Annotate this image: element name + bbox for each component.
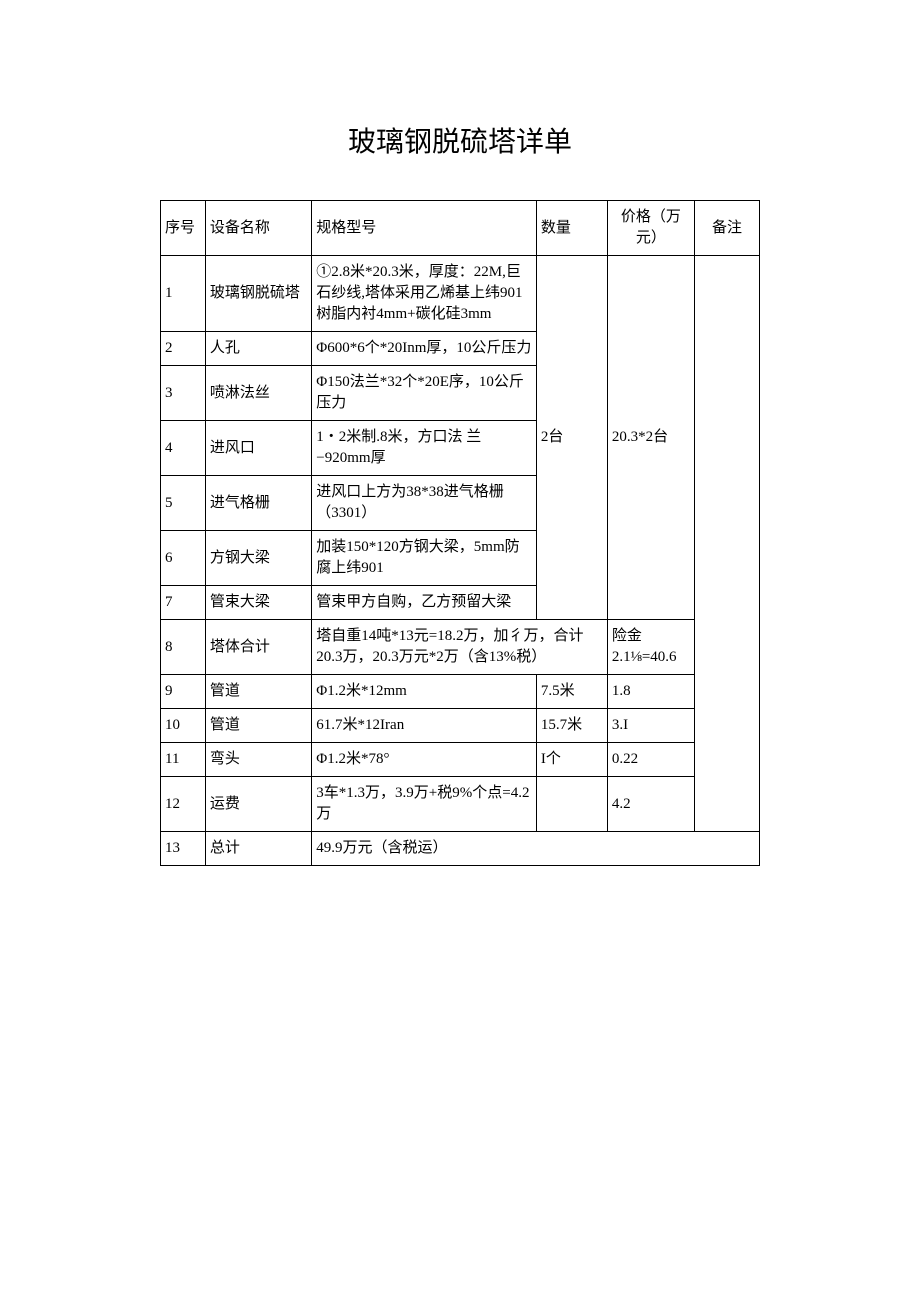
header-spec: 规格型号 [312, 201, 537, 256]
cell-name: 人孔 [205, 332, 311, 366]
cell-spec: 管束甲方自购，乙方预留大梁 [312, 586, 537, 620]
cell-name: 管道 [205, 709, 311, 743]
cell-price: 0.22 [607, 743, 694, 777]
cell-name: 进气格栅 [205, 476, 311, 531]
cell-name: 塔体合计 [205, 620, 311, 675]
cell-seq: 10 [161, 709, 206, 743]
cell-qty-merged: 2台 [536, 256, 607, 620]
cell-seq: 13 [161, 832, 206, 866]
cell-name: 总计 [205, 832, 311, 866]
cell-seq: 2 [161, 332, 206, 366]
equipment-table: 序号 设备名称 规格型号 数量 价格（万元） 备注 1 玻璃钢脱硫塔 ①2.8米… [160, 200, 760, 866]
cell-spec: 3车*1.3万，3.9万+税9%个点=4.2万 [312, 777, 537, 832]
cell-price-merged: 20.3*2台 [607, 256, 694, 620]
header-name: 设备名称 [205, 201, 311, 256]
cell-name: 运费 [205, 777, 311, 832]
document-title: 玻璃钢脱硫塔详单 [160, 120, 760, 160]
table-row: 1 玻璃钢脱硫塔 ①2.8米*20.3米，厚度：22M,巨石纱线,塔体采用乙烯基… [161, 256, 760, 332]
cell-name: 方钢大梁 [205, 531, 311, 586]
cell-spec: Φ1.2米*78° [312, 743, 537, 777]
cell-seq: 6 [161, 531, 206, 586]
cell-price: 1.8 [607, 675, 694, 709]
cell-seq: 11 [161, 743, 206, 777]
cell-spec: 49.9万元（含税运） [312, 832, 760, 866]
cell-qty: I个 [536, 743, 607, 777]
cell-name: 弯头 [205, 743, 311, 777]
cell-qty: 7.5米 [536, 675, 607, 709]
cell-spec: 塔自重14吨*13元=18.2万，加彳万，合计20.3万，20.3万元*2万（含… [312, 620, 608, 675]
cell-seq: 9 [161, 675, 206, 709]
cell-seq: 5 [161, 476, 206, 531]
cell-spec: Φ600*6个*20Inm厚，10公斤压力 [312, 332, 537, 366]
cell-spec: 61.7米*12Iran [312, 709, 537, 743]
cell-name: 玻璃钢脱硫塔 [205, 256, 311, 332]
header-note: 备注 [694, 201, 759, 256]
table-header-row: 序号 设备名称 规格型号 数量 价格（万元） 备注 [161, 201, 760, 256]
cell-price: 3.I [607, 709, 694, 743]
cell-qty: 15.7米 [536, 709, 607, 743]
table-row: 11 弯头 Φ1.2米*78° I个 0.22 [161, 743, 760, 777]
header-seq: 序号 [161, 201, 206, 256]
table-row: 12 运费 3车*1.3万，3.9万+税9%个点=4.2万 4.2 [161, 777, 760, 832]
table-row: 9 管道 Φ1.2米*12mm 7.5米 1.8 [161, 675, 760, 709]
header-price: 价格（万元） [607, 201, 694, 256]
cell-spec: Φ150法兰*32个*20E序，10公斤压力 [312, 366, 537, 421]
cell-name: 管道 [205, 675, 311, 709]
cell-spec: 1・2米制.8米，方口法 兰−920mm厚 [312, 421, 537, 476]
cell-seq: 4 [161, 421, 206, 476]
table-row: 10 管道 61.7米*12Iran 15.7米 3.I [161, 709, 760, 743]
cell-seq: 12 [161, 777, 206, 832]
table-row: 13 总计 49.9万元（含税运） [161, 832, 760, 866]
cell-price: 险金2.1⅛=40.6 [607, 620, 694, 675]
cell-name: 进风口 [205, 421, 311, 476]
cell-name: 管束大梁 [205, 586, 311, 620]
cell-spec: 进风口上方为38*38进气格栅（3301） [312, 476, 537, 531]
table-row: 8 塔体合计 塔自重14吨*13元=18.2万，加彳万，合计20.3万，20.3… [161, 620, 760, 675]
cell-spec: ①2.8米*20.3米，厚度：22M,巨石纱线,塔体采用乙烯基上纬901树脂内衬… [312, 256, 537, 332]
cell-name: 喷淋法丝 [205, 366, 311, 421]
cell-seq: 3 [161, 366, 206, 421]
cell-qty [536, 777, 607, 832]
cell-price: 4.2 [607, 777, 694, 832]
cell-note-merged [694, 256, 759, 832]
cell-seq: 8 [161, 620, 206, 675]
header-qty: 数量 [536, 201, 607, 256]
cell-spec: Φ1.2米*12mm [312, 675, 537, 709]
cell-spec: 加装150*120方钢大梁，5mm防腐上纬901 [312, 531, 537, 586]
cell-seq: 1 [161, 256, 206, 332]
cell-seq: 7 [161, 586, 206, 620]
